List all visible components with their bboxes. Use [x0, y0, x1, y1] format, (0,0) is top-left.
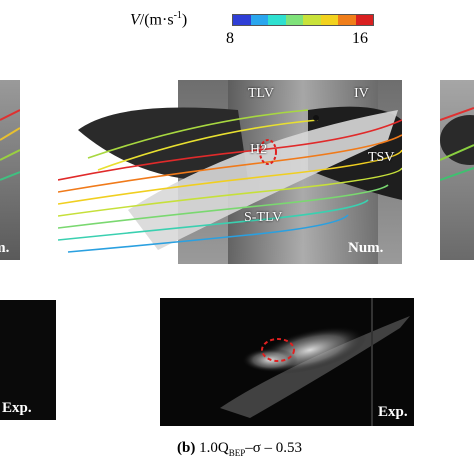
exp-label: Exp.	[378, 404, 408, 420]
colorbar-title-close: )	[181, 11, 188, 29]
num-label: Num.	[348, 240, 384, 256]
left-exp-label: Exp.	[2, 400, 32, 416]
colorbar-title-unit: /(m·s	[139, 11, 174, 29]
cfd-render	[58, 80, 402, 264]
annotation-h2: H2	[250, 142, 268, 157]
colorbar-title-exponent: -1	[173, 10, 182, 21]
caption-letter: (b)	[177, 440, 196, 456]
right-numerical-panel	[440, 80, 474, 260]
colorbar-swatch	[250, 15, 268, 25]
annotation-s-tlv: S-TLV	[244, 210, 283, 225]
colorbar-title: V/(m·s-1)	[130, 10, 187, 29]
caption-text-main: 1.0Q	[199, 440, 229, 456]
caption-subscript: BEP	[228, 448, 246, 458]
colorbar-swatch	[355, 15, 373, 25]
caption-text-tail: –σ – 0.53	[245, 440, 303, 456]
left-experimental-panel: Exp.	[0, 300, 56, 420]
colorbar	[232, 14, 374, 26]
colorbar-swatch	[233, 15, 251, 25]
colorbar-swatch	[285, 15, 303, 25]
colorbar-swatch	[268, 15, 286, 25]
colorbar-title-var: V	[130, 11, 140, 29]
numerical-panel: TLV IV H2 TSV S-TLV Num.	[58, 80, 402, 264]
annotation-tlv: TLV	[248, 86, 274, 101]
annotation-iv: IV	[354, 86, 369, 101]
colorbar-max-label: 16	[352, 30, 368, 47]
right-streamlines	[440, 107, 474, 181]
experimental-panel: Exp.	[160, 298, 414, 426]
left-numerical-panel: Num.	[0, 80, 20, 260]
colorbar-min-label: 8	[226, 30, 234, 47]
left-num-label: Num.	[0, 240, 10, 256]
exp-image	[220, 298, 410, 426]
figure-caption: (b) 1.0QBEP–σ – 0.53	[177, 440, 302, 458]
left-streamlines	[0, 109, 20, 181]
colorbar-swatch	[320, 15, 338, 25]
colorbar-swatch	[338, 15, 356, 25]
annotation-tsv: TSV	[368, 150, 395, 165]
colorbar-swatch	[303, 15, 321, 25]
